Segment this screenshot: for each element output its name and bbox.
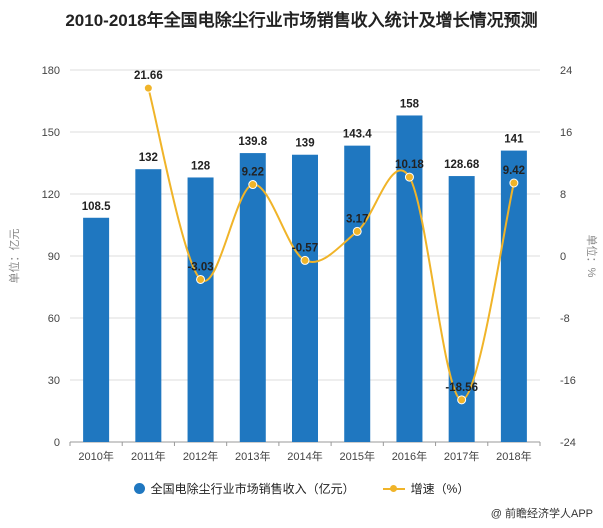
bar-value-label: 143.4 — [343, 129, 372, 141]
growth-point — [300, 255, 310, 265]
x-tick-label: 2013年 — [235, 449, 270, 463]
growth-point — [404, 172, 414, 182]
y-axis-title: 单位：亿元 — [7, 229, 21, 284]
y2-tick-label: 8 — [560, 189, 566, 201]
x-tick-label: 2014年 — [287, 449, 322, 463]
growth-value-label: -18.56 — [445, 382, 478, 394]
y2-tick-label: -8 — [560, 313, 570, 325]
growth-value-label: -0.57 — [292, 242, 318, 254]
y-tick-label: 60 — [48, 313, 60, 325]
growth-value-label: -3.03 — [187, 261, 213, 273]
x-tick-label: 2010年 — [78, 449, 113, 463]
bar — [500, 150, 527, 442]
y-tick-label: 120 — [42, 189, 60, 201]
bar — [187, 177, 214, 442]
growth-point — [509, 178, 519, 188]
growth-value-label: 9.42 — [503, 165, 525, 177]
legend-item-line[interactable]: 增速（%） — [382, 480, 470, 497]
x-tick-label: 2011年 — [131, 449, 166, 463]
growth-value-label: 3.17 — [346, 213, 368, 225]
bar-value-label: 108.5 — [82, 201, 111, 213]
bar-value-label: 139 — [295, 138, 314, 150]
growth-value-label: 10.18 — [395, 159, 424, 171]
legend-line-swatch — [382, 483, 405, 494]
legend-item-bar[interactable]: 全国电除尘行业市场销售收入（亿元） — [133, 480, 355, 497]
chart-title: 2010-2018年全国电除尘行业市场销售收入统计及增长情况预测 — [65, 11, 538, 30]
legend-bar-swatch — [133, 483, 145, 494]
y2-tick-label: -24 — [560, 437, 576, 449]
growth-value-label: 9.22 — [242, 167, 264, 179]
bar-value-label: 158 — [400, 98, 420, 110]
bar — [344, 145, 371, 442]
growth-point — [248, 180, 258, 190]
chart-legend: 全国电除尘行业市场销售收入（亿元） 增速（%） — [0, 480, 603, 497]
bar-value-label: 128 — [191, 160, 211, 172]
x-tick-label: 2015年 — [339, 449, 374, 463]
x-tick-label: 2018年 — [496, 449, 531, 463]
x-tick-label: 2017年 — [444, 449, 479, 463]
legend-bar-label: 全国电除尘行业市场销售收入（亿元） — [150, 482, 355, 496]
growth-point — [143, 83, 153, 93]
bar-value-label: 141 — [504, 134, 524, 146]
y-tick-label: 90 — [48, 251, 60, 263]
bar-value-label: 128.68 — [444, 159, 480, 171]
y2-tick-label: -16 — [560, 375, 576, 387]
growth-point — [457, 395, 467, 405]
y2-axis-title: 单位：% — [585, 235, 599, 278]
x-tick-label: 2016年 — [392, 449, 427, 463]
bar-value-label: 139.8 — [238, 136, 267, 148]
legend-line-label: 增速（%） — [410, 482, 470, 496]
growth-value-label: 21.66 — [134, 70, 163, 82]
bar — [239, 153, 266, 442]
source-credit: @ 前瞻经济学人APP — [490, 508, 593, 520]
y-tick-label: 30 — [48, 375, 60, 387]
growth-point — [196, 274, 206, 284]
bar-value-label: 132 — [139, 152, 158, 164]
y2-tick-label: 16 — [560, 127, 572, 139]
growth-point — [352, 226, 362, 236]
bar — [135, 169, 162, 442]
x-tick-label: 2012年 — [183, 449, 218, 463]
y2-tick-label: 0 — [560, 251, 566, 263]
y-tick-label: 180 — [42, 65, 60, 77]
y-tick-label: 150 — [42, 127, 60, 139]
bar — [292, 154, 318, 442]
y-tick-label: 0 — [54, 437, 60, 449]
y2-tick-label: 24 — [560, 65, 572, 77]
bar — [83, 217, 110, 442]
